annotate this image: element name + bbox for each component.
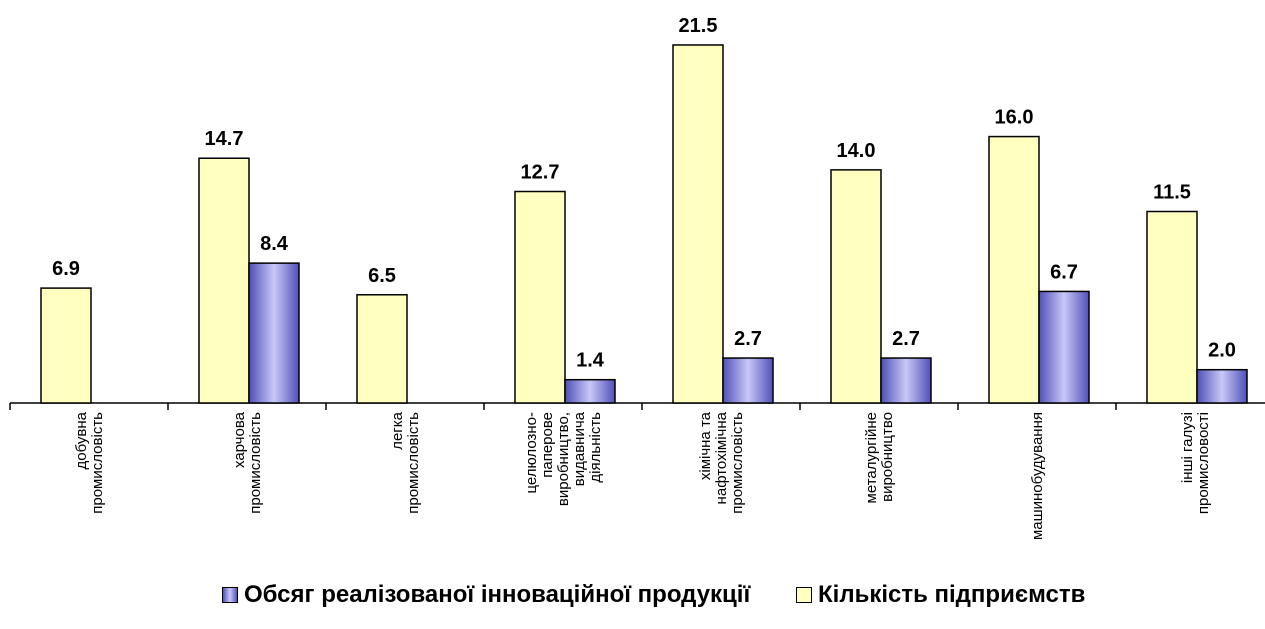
category-label-line: промисловість <box>405 412 422 514</box>
data-label-count: 21.5 <box>679 15 718 37</box>
category-label: добувна промисловість <box>73 411 106 513</box>
category-label-line: целюлозно- <box>523 412 540 494</box>
category-label: хімічна та нафтохімічна промисловість <box>697 411 746 513</box>
category-label-line: хімічна та <box>697 411 714 480</box>
category-label-line: промисловості <box>1195 412 1212 514</box>
bar-chart: 6.9 14.7 8.4 6.5 12.7 1.4 21.5 2.7 14.0 2.7 16.0 6.… <box>9 15 1265 540</box>
category-label-line: діяльність <box>587 412 604 483</box>
bar-volume <box>564 378 616 404</box>
legend-label-count: Кількість підприємств <box>818 581 1086 608</box>
category-label-line: харчова <box>231 411 248 468</box>
bar-count <box>40 287 92 404</box>
data-label-count: 14.7 <box>205 128 244 150</box>
data-label-volume: 6.7 <box>1050 261 1078 283</box>
legend-item-count: Кількість підприємств <box>796 580 1085 610</box>
category-label: легка промисловість <box>389 411 422 513</box>
category-label: інші галузі промисловості <box>1179 412 1212 514</box>
category-label-line: промисловість <box>247 412 264 514</box>
bar-volume <box>880 357 932 404</box>
legend-label-volume: Обсяг реалізованої інноваційної продукці… <box>244 581 751 608</box>
category-label: целюлозно-паперове виробництво, видавнича д… <box>523 411 604 506</box>
category-label-line: машинобудування <box>1029 412 1046 540</box>
category-label-line: легка <box>389 411 406 449</box>
category-label-line: видавнича <box>571 411 588 486</box>
bar-volume <box>722 357 774 404</box>
category-label-line: добувна <box>73 411 90 469</box>
data-label-count: 6.5 <box>368 265 396 287</box>
bar-volume <box>248 262 300 404</box>
data-label-volume: 1.4 <box>576 350 605 372</box>
legend-swatch-count <box>796 587 812 603</box>
data-label-count: 16.0 <box>995 107 1034 129</box>
bar-count <box>514 190 566 404</box>
data-label-count: 14.0 <box>837 140 876 162</box>
bar-count <box>988 135 1040 404</box>
legend-swatch-volume <box>222 587 238 603</box>
bar-count <box>356 294 408 404</box>
category-label-line: металургійне <box>863 412 880 503</box>
bar-volume <box>1038 290 1090 404</box>
bar-count <box>830 169 882 404</box>
category-label-line: виробництво <box>879 412 896 502</box>
bar-count <box>672 44 724 404</box>
category-label-line: промисловість <box>729 412 746 514</box>
data-label-volume: 2.7 <box>892 328 920 350</box>
data-label-volume: 8.4 <box>260 233 289 255</box>
category-label-line: нафтохімічна <box>713 411 730 504</box>
bar-count <box>1146 210 1198 404</box>
bar-count <box>198 157 250 404</box>
category-label-line: виробництво, <box>555 412 572 506</box>
data-label-count: 12.7 <box>521 162 560 184</box>
category-label: металургійне виробництво <box>863 412 896 503</box>
data-label-count: 11.5 <box>1153 182 1191 204</box>
category-label: машинобудування <box>1029 412 1046 540</box>
category-label: харчова промисловість <box>231 411 264 513</box>
category-label-line: промисловість <box>89 412 106 514</box>
data-label-volume: 2.7 <box>734 328 762 350</box>
legend-item-volume: Обсяг реалізованої інноваційної продукці… <box>222 580 750 610</box>
data-label-volume: 2.0 <box>1208 340 1236 362</box>
category-label-line: інші галузі <box>1179 412 1196 483</box>
data-label-count: 6.9 <box>52 258 80 280</box>
category-label-line: паперове <box>539 412 556 478</box>
bar-volume <box>1196 368 1248 404</box>
